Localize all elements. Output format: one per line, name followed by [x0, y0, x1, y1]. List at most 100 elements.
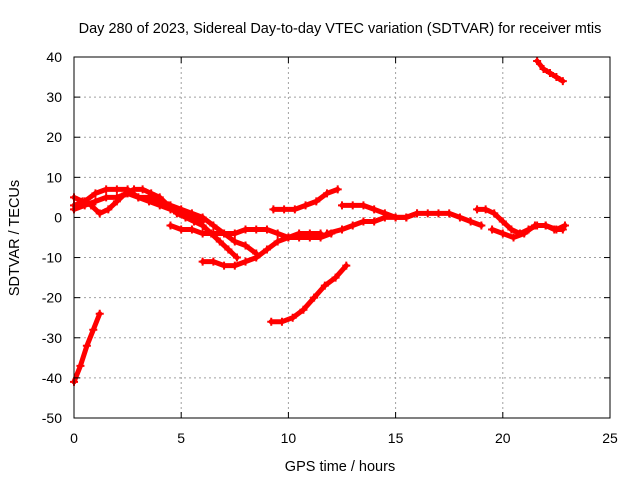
- data-point: [76, 361, 85, 370]
- data-point: [262, 245, 271, 254]
- data-point: [241, 225, 250, 234]
- data-point: [423, 209, 432, 218]
- y-tick-label: -40: [42, 370, 62, 386]
- data-point: [241, 257, 250, 266]
- data-point: [230, 237, 239, 246]
- series-line-track-e: [168, 223, 334, 240]
- data-point: [177, 205, 186, 214]
- data-point: [267, 317, 276, 326]
- data-point: [290, 205, 299, 214]
- data-point: [558, 77, 567, 86]
- data-point: [288, 313, 297, 322]
- data-point: [490, 209, 499, 218]
- data-point: [370, 217, 379, 226]
- x-axis-label: GPS time / hours: [285, 459, 395, 475]
- plot-frame: [73, 56, 611, 419]
- y-axis-label: SDTVAR / TECUs: [7, 180, 23, 296]
- data-point: [181, 213, 190, 222]
- data-point: [91, 197, 100, 206]
- data-point: [338, 225, 346, 234]
- y-tick-label: -30: [42, 330, 62, 346]
- data-point: [348, 201, 357, 210]
- data-point: [198, 257, 207, 266]
- data-point: [138, 185, 147, 194]
- data-point: [252, 253, 261, 262]
- data-point: [295, 229, 304, 238]
- data-point: [333, 185, 342, 194]
- data-point: [284, 233, 293, 242]
- data-point: [241, 241, 250, 250]
- data-point: [232, 253, 241, 262]
- data-point: [112, 185, 121, 194]
- y-tick-label: 10: [46, 169, 62, 185]
- data-point: [560, 221, 569, 230]
- data-point: [220, 261, 229, 270]
- x-tick-label: 20: [495, 430, 511, 446]
- data-point: [209, 229, 218, 238]
- y-tick-label: -50: [42, 410, 62, 426]
- data-point: [78, 197, 87, 206]
- data-point: [230, 261, 239, 270]
- data-point: [481, 205, 490, 214]
- data-point: [177, 225, 186, 234]
- data-point: [187, 225, 196, 234]
- data-point: [466, 217, 475, 226]
- data-point: [413, 209, 422, 218]
- data-point: [82, 341, 91, 350]
- data-point: [134, 193, 143, 202]
- data-point: [359, 217, 368, 226]
- data-point: [280, 205, 289, 214]
- data-point: [359, 201, 368, 210]
- data-point: [545, 69, 554, 78]
- data-point: [338, 201, 346, 210]
- data-point: [273, 237, 282, 246]
- data-point: [147, 189, 156, 198]
- data-point: [277, 317, 286, 326]
- data-point: [331, 273, 340, 282]
- data-point: [220, 229, 229, 238]
- data-point: [473, 205, 482, 214]
- data-point: [539, 65, 548, 74]
- data-point: [95, 209, 104, 218]
- y-tick-label: -10: [42, 250, 62, 266]
- data-point: [130, 185, 139, 194]
- data-point: [552, 225, 561, 234]
- x-tick-label: 0: [70, 430, 78, 446]
- data-point: [520, 229, 529, 238]
- data-point: [112, 197, 121, 206]
- data-point: [230, 229, 239, 238]
- data-point: [102, 185, 111, 194]
- data-point: [190, 217, 199, 226]
- data-point: [273, 229, 282, 238]
- data-point: [320, 281, 329, 290]
- data-point: [198, 229, 207, 238]
- y-tick-label: 40: [46, 49, 62, 65]
- axis-ticks: 0 5 10 15 20 25 40 30 20 10 0 -10 -20 -30 -40 -50: [42, 49, 618, 446]
- data-point: [164, 201, 173, 210]
- data-point: [301, 201, 310, 210]
- data-point: [310, 293, 319, 302]
- data-point: [121, 189, 130, 198]
- data-point: [552, 73, 561, 82]
- data-point: [477, 221, 486, 230]
- data-point: [507, 225, 516, 234]
- data-point: [488, 225, 497, 234]
- x-tick-label: 15: [388, 430, 404, 446]
- data-point: [91, 189, 100, 198]
- data-point: [370, 205, 379, 214]
- data-point: [172, 209, 181, 218]
- data-point: [299, 305, 308, 314]
- x-tick-label: 10: [281, 430, 297, 446]
- y-tick-label: 30: [46, 89, 62, 105]
- data-point: [155, 193, 164, 202]
- data-point: [434, 209, 443, 218]
- data-point: [187, 209, 196, 218]
- y-tick-label: 20: [46, 129, 62, 145]
- data-point: [305, 229, 314, 238]
- data-point: [262, 225, 271, 234]
- data-point: [209, 257, 218, 266]
- data-point: [269, 205, 278, 214]
- data-point: [348, 221, 357, 230]
